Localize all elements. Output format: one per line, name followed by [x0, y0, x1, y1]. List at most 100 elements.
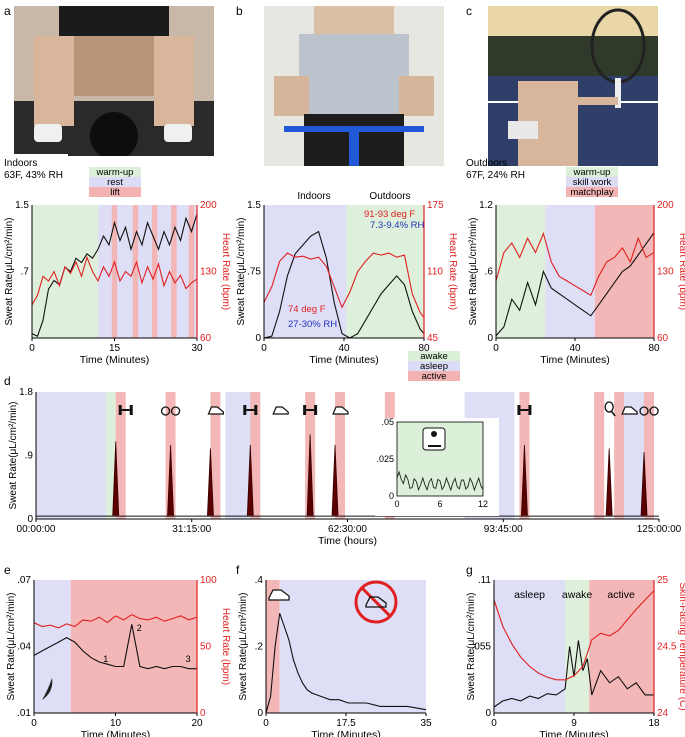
- series-g-0: [493, 640, 654, 708]
- chart-d: 00:00:00 31:15:00 62:30:00 93:45:00 125:00:0…: [8, 351, 682, 547]
- cycling-photo: [264, 6, 444, 166]
- dumbbell-icon-7: [517, 405, 521, 415]
- band-d-1: [105, 392, 116, 519]
- racket-icon-handle-8: [610, 410, 616, 417]
- y2label-c: Heart Rate (bpm): [677, 233, 685, 310]
- band-a-4: [151, 205, 158, 338]
- band-a-6: [188, 205, 195, 338]
- ylabel-b: Sweat Rate(μL/cm²/min): [236, 217, 247, 325]
- y2label-b: Heart Rate (bpm): [447, 233, 458, 310]
- inset-xtick-0: 0: [394, 499, 399, 509]
- y2tick-label-a-2: 200: [200, 200, 217, 211]
- spike-d-3: [246, 444, 254, 516]
- spike-d-1: [167, 444, 174, 516]
- legend-label-d-0: awake: [420, 351, 447, 362]
- y2tick-label-b-1: 110: [427, 267, 443, 278]
- band-g-0: [494, 580, 566, 713]
- series-f-0: [265, 613, 427, 714]
- annot-e-1: 2: [137, 623, 142, 633]
- band-d-8: [335, 392, 346, 519]
- inset-series: [396, 470, 484, 492]
- spike-d-4: [306, 434, 314, 516]
- xtick-label-g-1: 9: [571, 718, 577, 729]
- y2tick-label-b-0: 45: [427, 333, 439, 344]
- panel-letter-d: d: [4, 374, 11, 388]
- shoe-icon-9: [621, 406, 638, 415]
- xlabel-e: Time (Minutes): [81, 729, 151, 737]
- ytick-label-a-0: .7: [21, 267, 30, 278]
- legend-label-a-0: warm-up: [96, 167, 134, 178]
- ytick-label-d-2: 1.8: [19, 387, 33, 398]
- xlabel-b: Time (Minutes): [309, 354, 379, 366]
- xtick-label-a-1: 15: [109, 343, 121, 354]
- y2tick-label-e-1: 50: [200, 642, 212, 653]
- y2tick-label-a-1: 130: [200, 267, 217, 278]
- band-f-0: [266, 580, 280, 713]
- legend-box-c-1: [566, 177, 618, 187]
- y2tick-label-g-2: 25: [657, 575, 669, 586]
- ytick-label-g-2: .11: [478, 575, 492, 586]
- y2tick-label-g-1: 24.5: [657, 642, 677, 653]
- spike-d-10: [640, 451, 648, 516]
- ylabel-a: Sweat Rate(μL/cm²/min): [4, 217, 15, 325]
- annot-b-3: 7.3-9.4% RH: [370, 220, 425, 231]
- legend-label-c-0: warm-up: [573, 167, 611, 178]
- ytick-label-c-1: .6: [485, 267, 494, 278]
- inset-ytick-0: 0: [389, 491, 394, 501]
- band-e-1: [70, 580, 197, 713]
- xtick-label-c-2: 80: [648, 343, 660, 354]
- ytick-label-f-0: 0: [257, 708, 263, 719]
- inset-ytick-1: .025: [376, 454, 394, 464]
- legend-label-c-2: matchplay: [570, 187, 614, 198]
- legend-box-a-1: [89, 177, 141, 187]
- ytick-label-d-1: .9: [25, 451, 34, 462]
- band-c-1: [545, 205, 595, 338]
- racket-icon-8: [604, 401, 614, 413]
- legend-label-a-1: rest: [107, 177, 123, 188]
- ytick-label-f-2: .4: [255, 575, 264, 586]
- legend-box-c-0: [566, 167, 618, 177]
- spike-d-2: [207, 448, 214, 516]
- y2tick-label-e-0: 0: [200, 708, 206, 719]
- band-c-2: [594, 205, 654, 338]
- annot-g-1: awake: [562, 589, 593, 601]
- chart-f: 0 17.5 35 0 .2 .4 Time (Minutes) Sweat Rate(μL/…: [238, 575, 432, 737]
- series-b-0: [263, 230, 425, 339]
- ytick-label-b-1: .75: [247, 267, 261, 278]
- annot-g-0: asleep: [514, 589, 545, 601]
- caption-a-1: Indoors: [4, 158, 38, 169]
- xtick-label-f-0: 0: [263, 718, 269, 729]
- band-f-1: [279, 580, 426, 713]
- band-d-0: [36, 392, 106, 519]
- band-d-15: [644, 392, 655, 519]
- chart-g: 0 9 18 0 .055 .11 24 24.5 25 Time (Minutes) Sweat …: [466, 575, 685, 737]
- spike-d-0: [112, 441, 120, 516]
- desk-work-icon: [422, 427, 446, 451]
- series-b-1: [263, 252, 425, 318]
- inset-ytick-2: .05: [381, 417, 394, 427]
- annot-e-2: 3: [186, 654, 191, 664]
- annot-b-0: Indoors: [297, 191, 330, 202]
- dumbbell-icon-3: [243, 405, 247, 415]
- caption-c-1: Outdoors: [466, 158, 508, 169]
- inset-xtick-2: 12: [478, 499, 488, 509]
- shoe-icon-f: [365, 596, 387, 608]
- panel-letter-g: g: [466, 563, 473, 577]
- ytick-label-b-0: 0: [255, 333, 261, 344]
- legend-box-a-2: [89, 187, 141, 197]
- y2tick-label-a-0: 60: [200, 333, 212, 344]
- bike-icon-wheel-1: [170, 406, 181, 416]
- legend-box-d-0: [408, 351, 460, 361]
- bike-icon-1: [160, 406, 171, 416]
- panel-letter-b: b: [236, 4, 243, 18]
- y2tick-label-c-1: 130: [657, 267, 674, 278]
- caption-c-2: 67F, 24% RH: [466, 170, 525, 181]
- band-d-12: [594, 392, 605, 519]
- series-g-1: [493, 590, 655, 681]
- ytick-label-g-1: .055: [472, 642, 492, 653]
- annot-b-2: 91-93 deg F: [364, 209, 415, 220]
- panel-letter-a: a: [4, 4, 11, 18]
- dumbbell-icon-r-5: [314, 405, 318, 415]
- band-c-0: [496, 205, 546, 338]
